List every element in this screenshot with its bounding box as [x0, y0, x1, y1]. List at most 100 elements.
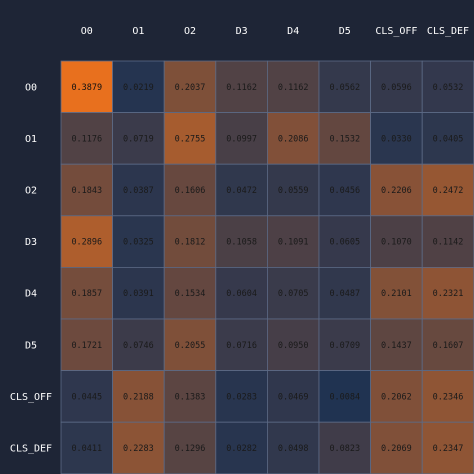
column-labels: O0 O1 O2 D3 D4 D5 CLS_OFF CLS_DEF [81, 26, 469, 37]
cell-value-label: 0.1857 [71, 289, 102, 299]
cell-value-label: 0.0498 [278, 444, 309, 454]
heatmap-cell-d5-o0 [60, 318, 113, 371]
row-label-cls-off: CLS_OFF [10, 392, 52, 403]
cell-value-label: 0.0997 [226, 134, 257, 144]
cell-value-label: 0.0411 [71, 444, 102, 454]
cell-value-label: 0.0604 [226, 289, 257, 299]
column-label-o2: O2 [184, 26, 196, 37]
heatmap-cell-d3-o0 [60, 215, 113, 268]
heatmap-cell-o2-d3 [215, 163, 268, 217]
cell-value-label: 0.0605 [329, 238, 360, 248]
cell-value-label: 0.2896 [71, 238, 102, 248]
row-label-d4: D4 [25, 289, 37, 300]
row-label-d3: D3 [25, 237, 37, 248]
heatmap-cell-cls-def-o1 [112, 421, 165, 474]
cell-value-label: 0.0469 [278, 392, 309, 402]
cell-value-label: 0.2101 [381, 289, 412, 299]
cell-value-label: 0.1534 [175, 289, 206, 299]
cell-value-label: 0.1091 [278, 238, 309, 248]
cell-value-label: 0.1296 [175, 444, 206, 454]
heatmap-cell-cls-def-d5 [318, 421, 371, 474]
heatmap-cell-o1-cls-off [370, 112, 423, 165]
cell-value-label: 0.0532 [433, 83, 464, 93]
heatmap-cell-d4-d3 [215, 266, 268, 320]
cell-value-label: 0.1812 [175, 238, 206, 248]
heatmap-cell-d5-d4 [266, 318, 320, 371]
row-label-o0: O0 [25, 82, 37, 93]
cell-value-label: 0.1058 [226, 238, 257, 248]
heatmap-cell-d3-cls-off [370, 215, 423, 268]
heatmap-cell-cls-off-o2 [163, 370, 217, 423]
cell-value-label: 0.1142 [433, 238, 464, 248]
heatmap-cell-o2-o2 [163, 163, 217, 217]
cell-value-label: 0.1070 [381, 238, 412, 248]
heatmap-cell-cls-off-o1 [112, 370, 165, 423]
heatmap-cell-cls-def-cls-def [421, 421, 474, 474]
heatmap-cell-d5-d3 [215, 318, 268, 371]
cell-value-label: 0.2069 [381, 444, 412, 454]
column-label-cls-off: CLS_OFF [375, 26, 417, 37]
cell-value-label: 0.0325 [123, 238, 154, 248]
cell-value-label: 0.0456 [329, 186, 360, 196]
heatmap-cell-o1-o0 [60, 112, 113, 165]
cell-value-label: 0.1607 [433, 341, 464, 351]
cell-value-label: 0.2347 [433, 444, 464, 454]
heatmap-cell-o0-o2 [163, 60, 217, 113]
cell-value-label: 0.0084 [329, 392, 360, 402]
heatmap-cell-o1-cls-def [421, 112, 474, 165]
cell-value-label: 0.2037 [175, 83, 206, 93]
cell-value-label: 0.2346 [433, 392, 464, 402]
cell-value-label: 0.0746 [123, 341, 154, 351]
heatmap-cell-o2-cls-def [421, 163, 474, 217]
heatmap-cell-cls-def-o2 [163, 421, 217, 474]
cell-value-label: 0.2321 [433, 289, 464, 299]
cell-value-label: 0.2086 [278, 134, 309, 144]
heatmap-cell-cls-def-d3 [215, 421, 268, 474]
cell-value-label: 0.0472 [226, 186, 257, 196]
cell-value-label: 0.0445 [71, 392, 102, 402]
cell-value-label: 0.3879 [71, 83, 102, 93]
cell-value-label: 0.2062 [381, 392, 412, 402]
heatmap-cell-d4-cls-off [370, 266, 423, 320]
cell-value-label: 0.1176 [71, 134, 102, 144]
cell-value-label: 0.0391 [123, 289, 154, 299]
column-label-d5: D5 [339, 26, 351, 37]
cell-value-label: 0.0387 [123, 186, 154, 196]
heatmap-cell-o1-d3 [215, 112, 268, 165]
heatmap-cell-d3-d4 [266, 215, 320, 268]
cell-value-label: 0.0219 [123, 83, 154, 93]
cell-value-label: 0.0330 [381, 134, 412, 144]
heatmap-cell-o1-o1 [112, 112, 165, 165]
heatmap-cell-cls-def-cls-off [370, 421, 423, 474]
column-label-o1: O1 [132, 26, 144, 37]
cell-value-label: 0.0596 [381, 83, 412, 93]
cell-value-label: 0.2188 [123, 392, 154, 402]
row-label-cls-def: CLS_DEF [10, 444, 52, 455]
cell-value-label: 0.1606 [175, 186, 206, 196]
heatmap-cell-d5-o2 [163, 318, 217, 371]
heatmap-cell-cls-off-o0 [60, 370, 113, 423]
cell-value-label: 0.0562 [329, 83, 360, 93]
cell-value-label: 0.2206 [381, 186, 412, 196]
heatmap-cell-o2-d5 [318, 163, 371, 217]
heatmap-cell-o2-cls-off [370, 163, 423, 217]
cell-value-label: 0.1162 [278, 83, 309, 93]
row-label-o2: O2 [25, 186, 37, 197]
heatmap-cell-o1-d5 [318, 112, 371, 165]
heatmap-cell-d4-d5 [318, 266, 371, 320]
cell-value-label: 0.2755 [175, 134, 206, 144]
cell-value-label: 0.0705 [278, 289, 309, 299]
heatmap-cell-d5-cls-def [421, 318, 474, 371]
column-label-cls-def: CLS_DEF [427, 26, 469, 37]
heatmap-cell-o2-o1 [112, 163, 165, 217]
row-labels: O0 O1 O2 D3 D4 D5 CLS_OFF CLS_DEF [10, 82, 52, 454]
cell-value-label: 0.0950 [278, 341, 309, 351]
cell-value-label: 0.0487 [329, 289, 360, 299]
heatmap-cell-o1-d4 [266, 112, 320, 165]
cell-value-label: 0.1383 [175, 392, 206, 402]
row-label-o1: O1 [25, 134, 37, 145]
heatmap-cell-o0-o0 [60, 60, 113, 113]
column-label-d4: D4 [287, 26, 299, 37]
cell-value-label: 0.1437 [381, 341, 412, 351]
